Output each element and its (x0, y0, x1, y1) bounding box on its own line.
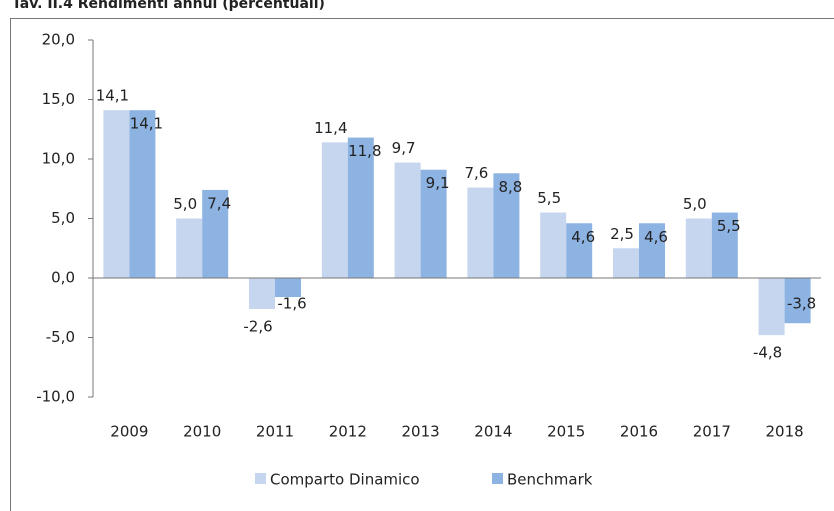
data-label: 4,6 (571, 228, 595, 246)
bar (613, 248, 639, 278)
data-label: 9,1 (426, 174, 450, 192)
bar (467, 187, 494, 278)
x-tick-label: 2017 (693, 423, 731, 441)
bar (275, 278, 301, 298)
bar (685, 218, 712, 278)
bar (540, 212, 567, 278)
data-label: -3,8 (787, 295, 816, 313)
legend-label: Benchmark (507, 471, 593, 489)
x-tick-label: 2009 (110, 423, 148, 441)
y-tick-label: 15,0 (42, 90, 75, 108)
data-label: 14,1 (96, 87, 129, 105)
bar (176, 218, 203, 278)
data-label: 5,5 (537, 189, 561, 207)
data-label: 11,4 (314, 119, 347, 137)
x-tick-label: 2015 (547, 423, 585, 441)
data-label: 5,0 (173, 195, 197, 213)
bar (202, 189, 229, 278)
bar (321, 142, 348, 278)
bar (129, 110, 156, 279)
y-tick-label: -10,0 (36, 388, 75, 406)
x-tick-label: 2016 (620, 423, 658, 441)
data-label: 7,6 (464, 164, 488, 182)
bar (493, 173, 520, 278)
bar (249, 278, 275, 309)
data-label: -2,6 (243, 317, 272, 335)
bar (784, 278, 811, 324)
data-label: 2,5 (610, 225, 634, 243)
y-tick-label: 20,0 (42, 31, 75, 49)
x-tick-label: 2014 (474, 423, 512, 441)
legend-label: Comparto Dinamico (270, 471, 420, 489)
bar (566, 223, 593, 278)
y-tick-label: -5,0 (46, 328, 75, 346)
data-label: 5,5 (717, 217, 741, 235)
y-tick-label: 10,0 (42, 150, 75, 168)
data-label: 8,8 (498, 178, 522, 196)
legend-swatch (255, 473, 266, 484)
bar (103, 110, 130, 279)
y-tick-label: 5,0 (51, 209, 75, 227)
x-tick-label: 2012 (329, 423, 367, 441)
x-tick-label: 2011 (256, 423, 294, 441)
data-label: 4,6 (644, 228, 668, 246)
bar (394, 162, 421, 278)
frame (10, 18, 834, 511)
legend-swatch (492, 473, 503, 484)
x-tick-label: 2013 (402, 423, 440, 441)
data-label: 9,7 (392, 139, 416, 157)
x-tick-label: 2018 (766, 423, 804, 441)
data-label: 7,4 (207, 194, 231, 212)
chart-title: Tav. II.4 Rendimenti annui (percentuali) (12, 0, 325, 12)
data-label: 14,1 (130, 115, 163, 133)
data-label: 5,0 (683, 195, 707, 213)
x-tick-label: 2010 (183, 423, 221, 441)
bar (420, 169, 447, 278)
data-label: -4,8 (753, 344, 782, 362)
data-label: 11,8 (348, 142, 381, 160)
bar (758, 278, 785, 336)
bar (347, 137, 374, 278)
bar (639, 223, 665, 278)
data-label: -1,6 (277, 295, 306, 313)
y-tick-label: 0,0 (51, 269, 75, 287)
bar (711, 212, 738, 278)
